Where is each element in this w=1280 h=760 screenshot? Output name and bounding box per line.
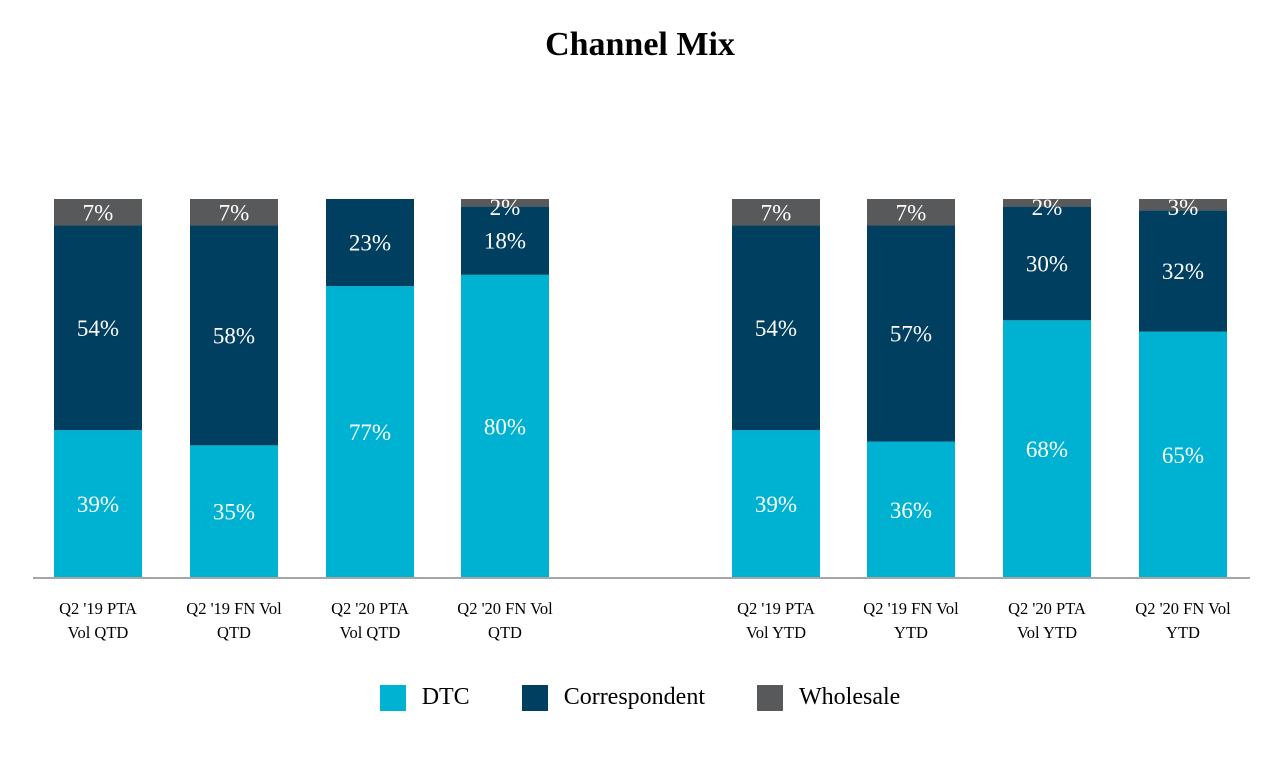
legend-label-correspondent: Correspondent <box>563 684 705 710</box>
bar-correspondent-7 <box>1003 206 1091 321</box>
data-label-wholesale-4: 2% <box>490 195 521 220</box>
category-label-7-line-2: Vol YTD <box>1017 623 1077 642</box>
bar-correspondent-1 <box>54 225 142 431</box>
category-label-5-line-2: Vol YTD <box>746 623 806 642</box>
bar-dtc-2 <box>190 445 278 578</box>
data-label-correspondent-1: 54% <box>77 316 119 341</box>
bar-dtc-8 <box>1139 331 1227 578</box>
bar-dtc-1 <box>54 430 142 578</box>
data-label-dtc-3: 77% <box>349 420 391 445</box>
category-label-8-line-2: YTD <box>1166 623 1200 642</box>
legend-item-wholesale: Wholesale <box>757 684 900 711</box>
data-label-correspondent-5: 54% <box>755 316 797 341</box>
bar-wholesale-5 <box>732 199 820 226</box>
data-label-correspondent-7: 30% <box>1026 251 1068 276</box>
legend-item-dtc: DTC <box>379 684 470 711</box>
bar-dtc-6 <box>867 441 955 578</box>
data-label-correspondent-4: 18% <box>484 229 526 254</box>
bar-wholesale-1 <box>54 199 142 226</box>
bar-correspondent-3 <box>326 199 414 287</box>
legend-swatch-correspondent <box>521 684 548 711</box>
bar-dtc-4 <box>461 274 549 578</box>
bar-dtc-3 <box>326 286 414 578</box>
category-label-4-line-1: Q2 '20 FN Vol <box>457 599 553 618</box>
legend-label-dtc: DTC <box>421 684 470 710</box>
category-label-1-line-1: Q2 '19 PTA <box>59 599 137 618</box>
bar-wholesale-8 <box>1139 199 1227 211</box>
data-label-correspondent-6: 57% <box>890 322 932 347</box>
data-label-dtc-7: 68% <box>1026 437 1068 462</box>
category-label-5-line-1: Q2 '19 PTA <box>737 599 815 618</box>
legend-item-correspondent: Correspondent <box>521 684 705 711</box>
data-label-correspondent-2: 58% <box>213 323 255 348</box>
legend-label-wholesale: Wholesale <box>799 684 901 710</box>
category-label-4-line-2: QTD <box>488 623 522 642</box>
category-label-6-line-2: YTD <box>894 623 928 642</box>
data-label-dtc-2: 35% <box>213 500 255 525</box>
data-label-correspondent-3: 23% <box>349 231 391 256</box>
category-label-8-line-1: Q2 '20 FN Vol <box>1135 599 1231 618</box>
bar-wholesale-2 <box>190 199 278 226</box>
bar-dtc-5 <box>732 430 820 578</box>
bar-correspondent-5 <box>732 225 820 431</box>
category-label-3-line-2: Vol QTD <box>340 623 401 642</box>
data-label-wholesale-7: 2% <box>1032 195 1063 220</box>
data-label-wholesale-2: 7% <box>219 200 250 225</box>
legend-swatch-dtc <box>379 684 406 711</box>
data-label-dtc-6: 36% <box>890 498 932 523</box>
data-label-wholesale-5: 7% <box>761 200 792 225</box>
data-label-dtc-1: 39% <box>77 492 119 517</box>
category-label-7-line-1: Q2 '20 PTA <box>1008 599 1086 618</box>
category-label-6-line-1: Q2 '19 FN Vol <box>863 599 959 618</box>
chart-legend: DTC Correspondent Wholesale <box>0 684 1280 711</box>
bar-dtc-7 <box>1003 320 1091 578</box>
category-label-1-line-2: Vol QTD <box>68 623 129 642</box>
bar-correspondent-2 <box>190 225 278 446</box>
category-label-2-line-2: QTD <box>217 623 251 642</box>
data-label-dtc-4: 80% <box>484 414 526 439</box>
data-label-dtc-5: 39% <box>755 492 797 517</box>
data-label-correspondent-8: 32% <box>1162 259 1204 284</box>
bar-correspondent-8 <box>1139 210 1227 332</box>
bar-correspondent-4 <box>461 206 549 275</box>
stacked-bar-chart: 39% 54% 7% 35% 58% 7% 77% 23% 80% 18% 2% 39% 54% 7% 36… <box>33 195 1250 642</box>
bar-correspondent-6 <box>867 225 955 442</box>
bar-wholesale-4 <box>461 199 549 207</box>
bar-wholesale-7 <box>1003 199 1091 207</box>
category-label-2-line-1: Q2 '19 FN Vol <box>186 599 282 618</box>
bar-wholesale-6 <box>867 199 955 226</box>
data-label-wholesale-8: 3% <box>1168 195 1199 220</box>
data-label-wholesale-1: 7% <box>83 200 114 225</box>
legend-swatch-wholesale <box>757 684 783 711</box>
chart-title: Channel Mix <box>545 26 735 63</box>
category-label-3-line-1: Q2 '20 PTA <box>331 599 409 618</box>
data-label-dtc-8: 65% <box>1162 443 1204 468</box>
data-label-wholesale-6: 7% <box>896 200 927 225</box>
